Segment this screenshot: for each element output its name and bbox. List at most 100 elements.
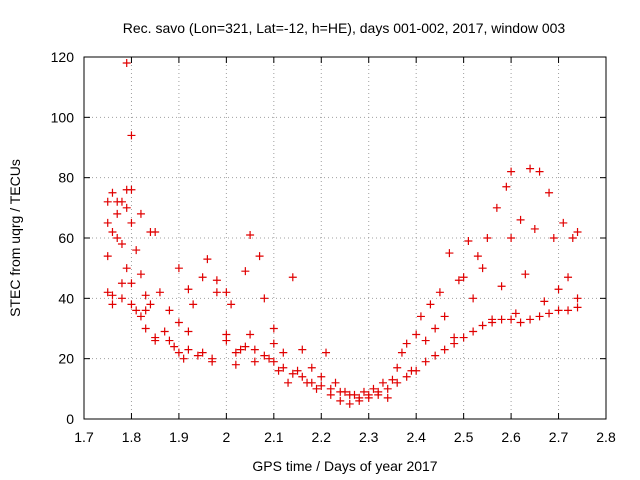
data-point — [288, 369, 297, 378]
data-point — [559, 218, 568, 227]
data-point — [193, 351, 202, 360]
grid-lines — [84, 57, 606, 419]
data-point — [521, 270, 530, 279]
data-point — [108, 300, 117, 309]
data-point — [174, 264, 183, 273]
data-point — [136, 312, 145, 321]
data-point — [322, 348, 331, 357]
x-tick-label: 2.1 — [264, 429, 284, 445]
data-point — [255, 252, 264, 261]
data-point — [236, 345, 245, 354]
data-point — [222, 288, 231, 297]
chart-title: Rec. savo (Lon=321, Lat=-12, h=HE), days… — [123, 20, 566, 36]
data-point — [146, 300, 155, 309]
data-point — [103, 197, 112, 206]
data-point — [212, 276, 221, 285]
data-point — [454, 276, 463, 285]
data-point — [288, 273, 297, 282]
data-point — [117, 294, 126, 303]
data-point — [269, 324, 278, 333]
x-tick-label: 2.6 — [501, 429, 521, 445]
y-tick-label: 100 — [51, 109, 75, 125]
data-point — [184, 285, 193, 294]
data-point — [103, 218, 112, 227]
data-point — [478, 264, 487, 273]
data-point — [165, 336, 174, 345]
data-point — [298, 372, 307, 381]
data-point — [127, 218, 136, 227]
data-point — [231, 348, 240, 357]
data-point — [526, 315, 535, 324]
data-point — [492, 203, 501, 212]
data-point — [208, 354, 217, 363]
data-point — [246, 230, 255, 239]
data-point — [359, 387, 368, 396]
data-point — [549, 234, 558, 242]
data-point — [573, 303, 582, 312]
data-point — [412, 330, 421, 339]
data-point — [265, 354, 274, 363]
data-point — [426, 300, 435, 309]
data-point — [507, 315, 516, 324]
data-point — [421, 357, 430, 366]
data-point — [312, 384, 321, 393]
data-point — [459, 333, 468, 342]
data-point — [170, 342, 179, 351]
data-point — [564, 306, 573, 315]
data-point — [117, 279, 126, 288]
data-point — [345, 390, 354, 399]
data-point — [122, 203, 131, 212]
data-point — [369, 384, 378, 393]
data-point — [127, 185, 136, 194]
y-tick-label: 40 — [58, 290, 74, 306]
data-point — [497, 315, 506, 324]
data-point — [117, 197, 126, 206]
data-point — [336, 396, 345, 405]
data-point — [317, 372, 326, 381]
data-point — [269, 339, 278, 348]
data-point — [431, 324, 440, 333]
data-point — [393, 378, 402, 387]
data-point — [483, 234, 492, 242]
data-point — [151, 227, 160, 236]
data-point — [383, 393, 392, 402]
data-point — [507, 234, 516, 242]
data-point — [469, 327, 478, 336]
data-point — [231, 360, 240, 369]
data-point — [108, 188, 117, 197]
data-point — [326, 384, 335, 393]
data-point — [174, 318, 183, 327]
data-point — [530, 224, 539, 233]
data-point — [246, 330, 255, 339]
data-point — [431, 351, 440, 360]
data-point — [241, 267, 250, 276]
data-point — [478, 321, 487, 330]
data-point — [250, 345, 259, 354]
data-point — [511, 309, 520, 318]
data-point — [421, 336, 430, 345]
data-point — [416, 312, 425, 321]
data-point — [502, 182, 511, 191]
data-point — [141, 291, 150, 300]
data-point — [317, 381, 326, 390]
data-point — [554, 306, 563, 315]
data-point — [165, 306, 174, 315]
data-point — [127, 300, 136, 309]
data-point — [307, 378, 316, 387]
x-tick-label: 2.4 — [406, 429, 426, 445]
data-point — [450, 339, 459, 348]
y-tick-label: 80 — [58, 170, 74, 186]
x-tick-label: 1.7 — [74, 429, 94, 445]
data-point — [284, 378, 293, 387]
data-point — [260, 351, 269, 360]
data-point — [412, 366, 421, 375]
data-point — [127, 279, 136, 288]
data-point — [179, 354, 188, 363]
data-point — [260, 294, 269, 303]
x-tick-label: 2.3 — [359, 429, 379, 445]
data-point — [355, 393, 364, 402]
data-point — [198, 348, 207, 357]
data-point — [393, 363, 402, 372]
data-point — [198, 273, 207, 282]
data-point — [573, 294, 582, 303]
